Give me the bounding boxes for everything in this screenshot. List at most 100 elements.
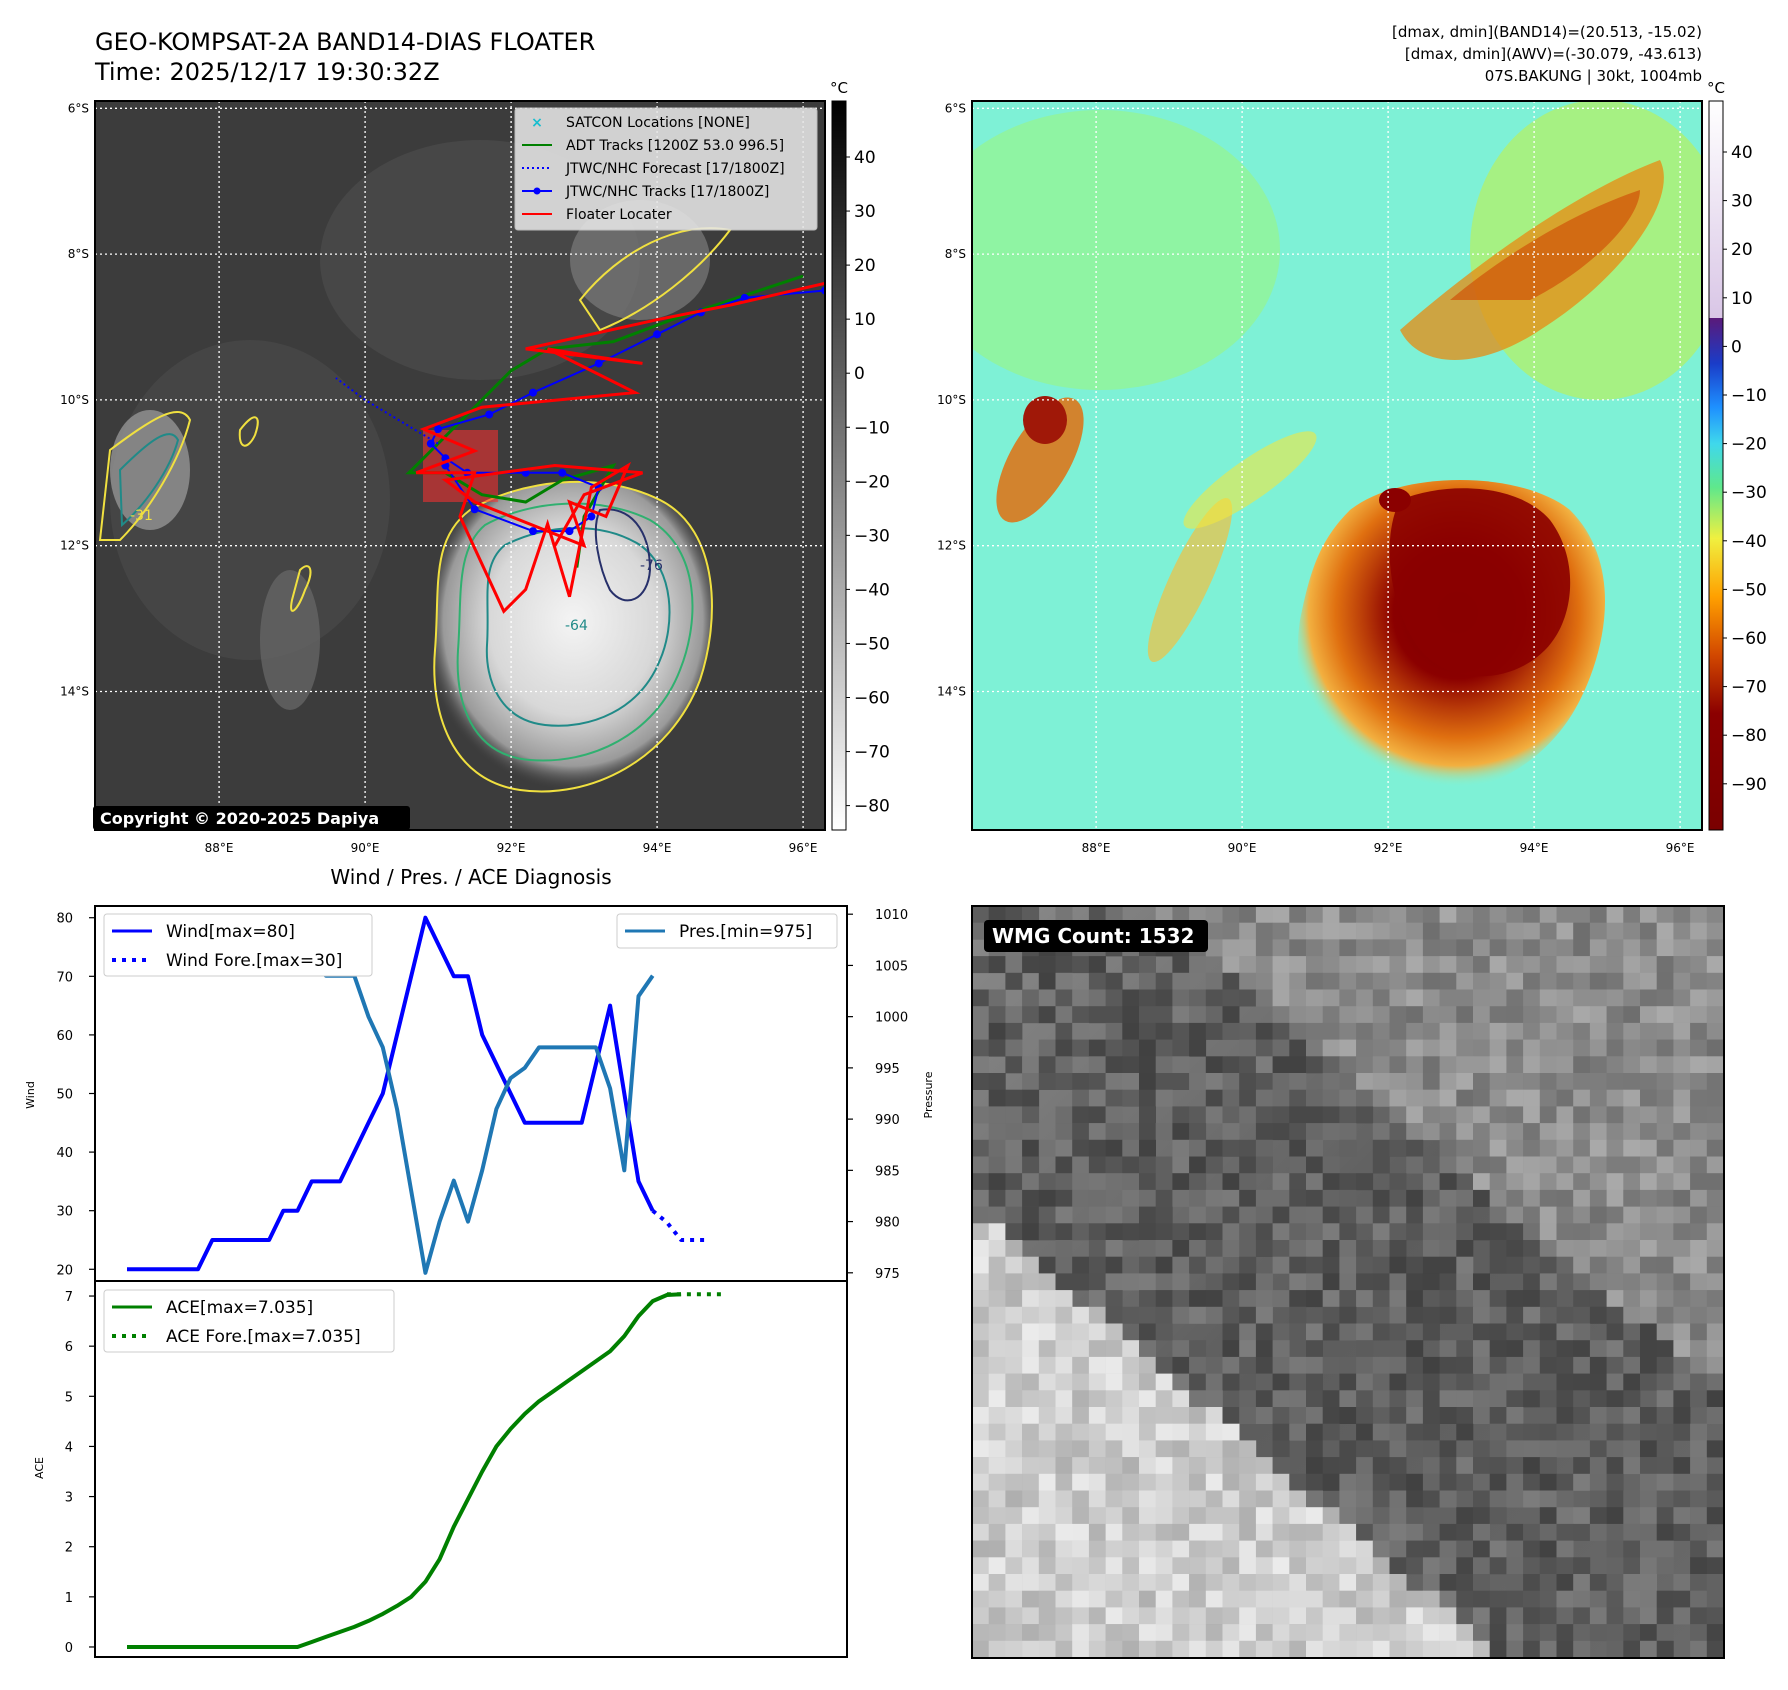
wmg-cell (1640, 1240, 1657, 1257)
wmg-cell (1673, 1156, 1691, 1174)
wmg-cell (1623, 989, 1641, 1007)
wmg-cell (1439, 1240, 1457, 1257)
wmg-cell (1706, 1340, 1724, 1358)
colorbar-tick-label: −40 (1731, 532, 1767, 552)
wmg-cell (1690, 1089, 1708, 1107)
wmg-cell (1389, 939, 1407, 957)
wmg-cell (1556, 1624, 1574, 1642)
wmg-cell (1139, 1290, 1156, 1308)
wmg-cell (1306, 1106, 1323, 1124)
wmg-cell (1656, 1189, 1674, 1207)
wmg-cell (1356, 1039, 1374, 1057)
wmg-cell (1289, 1557, 1307, 1575)
wmg-cell (1439, 1139, 1457, 1157)
wmg-cell (1122, 1557, 1140, 1575)
wmg-cell (1272, 956, 1290, 974)
wmg-cell (1640, 1139, 1657, 1157)
wmg-cell (1640, 1106, 1657, 1124)
wmg-cell (1005, 1039, 1023, 1057)
wmg-cell (972, 906, 989, 923)
wmg-cell (1222, 989, 1240, 1007)
wmg-cell (1690, 1423, 1708, 1441)
wmg-cell (1356, 1390, 1374, 1408)
wmg-cell (1289, 972, 1307, 990)
wmg-cell (1272, 1624, 1290, 1642)
wmg-cell (1690, 1206, 1708, 1224)
wmg-cell (1339, 1022, 1357, 1040)
wmg-cell (1022, 1340, 1040, 1358)
wmg-cell (1306, 1440, 1323, 1458)
wmg-cell (1088, 1490, 1106, 1508)
wmg-cell (1005, 1574, 1023, 1591)
wmg-cell (1573, 1624, 1591, 1642)
wmg-cell (1122, 1407, 1140, 1424)
wmg-cell (1690, 1273, 1708, 1291)
wmg-cell (1606, 1490, 1624, 1508)
wmg-cell (1289, 1390, 1307, 1408)
wmg-cell (1139, 1624, 1156, 1642)
wmg-cell (1389, 1240, 1407, 1257)
wmg-cell (1322, 1273, 1340, 1291)
wmg-cell (1389, 1006, 1407, 1024)
wmg-cell (1573, 1106, 1591, 1124)
wmg-cell (1205, 1607, 1223, 1625)
wmg-cell (988, 1256, 1006, 1274)
wmg-cell (1456, 1306, 1474, 1324)
wmg-cell (1289, 1073, 1307, 1090)
wmg-cell (1205, 1507, 1223, 1525)
wmg-cell (1255, 989, 1273, 1007)
wmg-cell (1122, 1373, 1140, 1391)
wmg-cell (1372, 922, 1390, 940)
wmg-cell (1222, 1574, 1240, 1591)
wmg-cell (1222, 1473, 1240, 1491)
wmg-cell (1189, 1256, 1207, 1274)
wmg-cell (1589, 1373, 1607, 1391)
wmg-cell (1139, 1206, 1156, 1224)
wmg-cell (1356, 1290, 1374, 1308)
wmg-cell (1506, 1607, 1524, 1625)
wmg-cell (1389, 1574, 1407, 1591)
wmg-cell (1389, 1590, 1407, 1608)
wmg-cell (1055, 1039, 1073, 1057)
legend-label: SATCON Locations [NONE] (566, 115, 750, 131)
wmg-cell (1205, 1423, 1223, 1441)
wmg-cell (1306, 1006, 1323, 1024)
wmg-cell (1389, 1223, 1407, 1241)
wmg-cell (1222, 1323, 1240, 1341)
wmg-cell (1573, 1073, 1591, 1090)
wmg-cell (1456, 1206, 1474, 1224)
wmg-cell (1422, 1290, 1440, 1308)
wmg-cell (1623, 1323, 1641, 1341)
wmg-cell (1640, 1440, 1657, 1458)
wmg-cell (1339, 1490, 1357, 1508)
wmg-cell (1372, 1540, 1390, 1558)
wmg-cell (1072, 1089, 1090, 1107)
wmg-cell (1640, 1473, 1657, 1491)
wmg-cell (1372, 989, 1390, 1007)
wmg-cell (1339, 1273, 1357, 1291)
wmg-cell (1072, 1006, 1090, 1024)
wmg-cell (1088, 1106, 1106, 1124)
wmg-cell (1222, 1507, 1240, 1525)
wmg-cell (1473, 1306, 1490, 1324)
wmg-cell (1589, 1423, 1607, 1441)
wmg-cell (1289, 1640, 1307, 1658)
wmg-cell (1640, 972, 1657, 990)
wmg-cell (1489, 1457, 1507, 1475)
wmg-cell (1022, 1574, 1040, 1591)
colorbar-tick-label: −30 (854, 526, 890, 546)
wmg-cell (1005, 1306, 1023, 1324)
wmg-cell (988, 1356, 1006, 1374)
wmg-cell (1139, 1490, 1156, 1508)
wmg-cell (1222, 1440, 1240, 1458)
wmg-cell (1506, 1089, 1524, 1107)
wmg-cell (1539, 1624, 1557, 1642)
wmg-cell (1356, 1022, 1374, 1040)
wmg-cell (1573, 939, 1591, 957)
wmg-cell (1673, 1323, 1691, 1341)
wmg-cell (1105, 1574, 1123, 1591)
wmg-cell (1072, 1323, 1090, 1341)
wmg-cell (1038, 1407, 1056, 1424)
wmg-cell (1172, 1507, 1190, 1525)
